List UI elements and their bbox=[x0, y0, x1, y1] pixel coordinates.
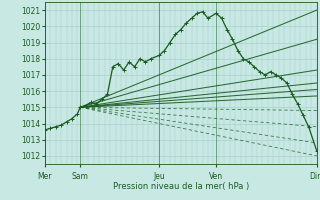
X-axis label: Pression niveau de la mer( hPa ): Pression niveau de la mer( hPa ) bbox=[113, 182, 249, 191]
